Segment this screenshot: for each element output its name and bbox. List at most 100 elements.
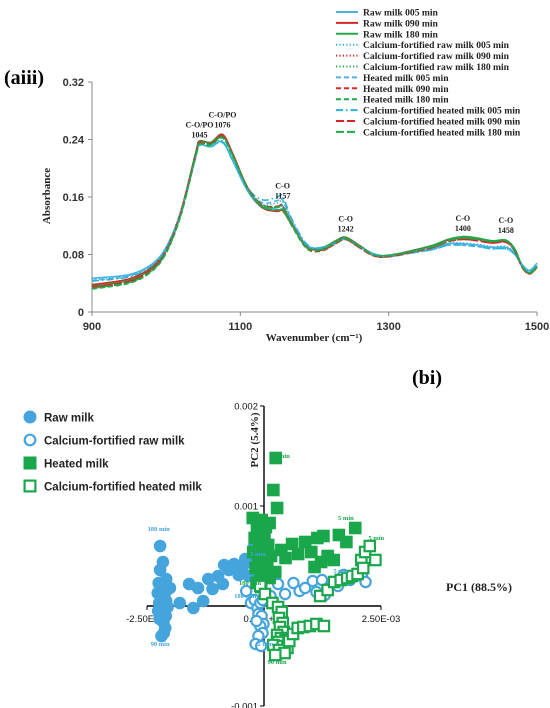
spectrum-x-tick-label: 1100: [228, 321, 252, 333]
spectrum-legend-entry: Raw milk 005 min: [363, 8, 439, 19]
spectrum-legend-entry: Calcium-fortified heated milk 180 min: [363, 127, 521, 138]
spectrum-peak-label-line: C-O/PO: [186, 120, 214, 129]
spectrum-peak-label-c-o-po-1045: C-O/PO 1045: [186, 120, 214, 139]
pca-point: [254, 639, 268, 653]
spectrum-series-heated-milk-180-min: [91, 137, 538, 290]
pca-y-axis-title: PC2 (5.4%): [249, 412, 261, 467]
pca-point: [153, 563, 167, 577]
pca-point: [240, 584, 253, 598]
spectrum-y-tick-label: 0.08: [63, 250, 84, 262]
pca-point: [250, 614, 263, 628]
spectrum-peak-label-line: 1045: [192, 130, 208, 139]
pca-legend-entry: Raw milk: [44, 413, 94, 425]
spectrum-y-tick-label: 0: [78, 307, 84, 319]
pca-point: [258, 528, 271, 542]
spectrum-peak-label-c-o-1157: C-O 1157: [275, 181, 291, 200]
pca-point: [202, 572, 215, 586]
pca-point: [216, 577, 230, 591]
spectrum-legend-entry: Raw milk 090 min: [363, 18, 439, 29]
ftir-spectrum-chart: Wavenumber (cm⁻¹) Absorbance 0 0.08 0.16 0.…: [41, 8, 549, 345]
pca-point: [191, 581, 205, 595]
pca-x-tick-label: -2.50E-03: [126, 614, 168, 625]
spectrum-peak-label-line: C-O: [499, 216, 514, 225]
spectrum-x-tick-label: 1500: [525, 321, 549, 333]
pca-point: [206, 582, 219, 596]
spectrum-peak-label-line: C-O/PO: [209, 110, 237, 119]
spectrum-peak-label-line: 1400: [455, 224, 471, 233]
pca-scores-chart: -2.50E-030.00E+002.50E-030.0020.001-0.00…: [23, 402, 512, 708]
pca-annotation-180-min: 180 min: [234, 593, 257, 600]
panel-label-aiii: (aiii): [4, 67, 44, 89]
pca-y-tick-label: -0.001: [231, 702, 258, 708]
spectrum-legend-entry: Calcium-fortified raw milk 005 min: [363, 40, 510, 51]
pca-point: [363, 539, 377, 553]
spectrum-series: [91, 133, 538, 290]
pca-annotation-5-min: 5 min: [250, 551, 266, 558]
spectrum-legend-entry: Calcium-fortified heated milk 005 min: [363, 106, 521, 117]
pca-point: [263, 516, 276, 530]
pca-point: [268, 565, 282, 579]
pca-annotation-2-min: 2 min: [258, 641, 274, 648]
spectrum-legend-entry: Calcium-fortified raw milk 090 min: [363, 51, 510, 62]
pca-legend-marker: [23, 433, 37, 447]
pca-point: [315, 573, 329, 587]
pca-point: [369, 553, 382, 567]
pca-point: [187, 601, 200, 615]
pca-annotation-90-min: 90 min: [271, 453, 290, 460]
spectrum-peak-label-line: C-O: [455, 214, 470, 223]
spectrum-peak-label-line: 1076: [215, 120, 231, 129]
pca-point: [321, 583, 334, 597]
pca-point: [153, 539, 167, 553]
pca-point: [298, 535, 312, 549]
spectrum-peak-label-line: 1458: [498, 226, 514, 235]
pca-annotation-5-min: 5 min: [368, 535, 384, 542]
pca-point: [270, 501, 284, 515]
spectrum-peak-label-c-o-1400: C-O 1400: [455, 214, 471, 233]
pca-point: [291, 547, 305, 561]
spectrum-series-calcium-fortified-heated-milk-180-min: [91, 136, 538, 290]
spectrum-legend-entry: Raw milk 180 min: [363, 29, 439, 40]
pca-series-heated-milk: [246, 451, 362, 594]
spectrum-y-tick-label: 0.24: [63, 135, 85, 147]
pca-annotation-180-min: 180 min: [148, 526, 171, 533]
pca-legend-marker: [23, 479, 37, 493]
pca-point-annotations: 180 min 5 min 90 min 180 min 5 min 90 min 180 …: [148, 453, 385, 666]
pca-point: [317, 529, 330, 543]
spectrum-peak-label-c-o-po-1076: C-O/PO 1076: [209, 110, 237, 129]
pca-x-tick-label: 2.50E-03: [362, 614, 401, 625]
panel-label-bi: (bi): [412, 367, 442, 389]
pca-point: [348, 521, 362, 535]
pca-point: [278, 587, 292, 601]
pca-point: [196, 594, 210, 608]
pca-legend: Raw milk Calcium-fortified raw milk Heated…: [23, 410, 202, 494]
spectrum-x-tick-label: 900: [83, 321, 101, 333]
pca-annotation-90-min: 90 min: [268, 659, 287, 666]
pca-point: [163, 581, 177, 595]
pca-x-axis-title: PC1 (88.5%): [446, 580, 512, 594]
pca-y-tick-label: 0.001: [234, 502, 258, 513]
pca-point: [269, 451, 282, 465]
spectrum-peak-label-line: C-O: [338, 215, 353, 224]
spectrum-legend-entry: Heated milk 005 min: [363, 73, 449, 84]
pca-point: [267, 483, 280, 497]
spectrum-axes: 0 0.08 0.16 0.24 0.32 900 1100 1300 1500: [63, 77, 550, 333]
pca-legend-entry: Calcium-fortified heated milk: [44, 482, 202, 494]
pca-point: [304, 545, 318, 559]
spectrum-y-axis-title: Absorbance: [41, 168, 53, 224]
pca-point: [317, 619, 331, 633]
spectrum-peak-label-line: C-O: [275, 181, 290, 190]
spectrum-peak-label-line: 1157: [275, 191, 291, 200]
pca-series-calcium-fortified-heated-milk: [253, 539, 382, 662]
spectrum-peak-label-c-o-1458: C-O 1458: [498, 216, 514, 235]
pca-point: [285, 537, 299, 551]
pca-point: [279, 551, 292, 565]
pca-point: [327, 553, 341, 567]
spectrum-x-axis-title: Wavenumber (cm⁻¹): [266, 332, 363, 344]
spectrum-peak-label-line: 1242: [338, 225, 354, 234]
spectrum-legend-entry: Calcium-fortified heated milk 090 min: [363, 117, 521, 128]
pca-y-tick-label: 0.002: [234, 402, 258, 413]
spectrum-x-tick-label: 1300: [376, 321, 400, 333]
pca-point: [298, 581, 312, 595]
